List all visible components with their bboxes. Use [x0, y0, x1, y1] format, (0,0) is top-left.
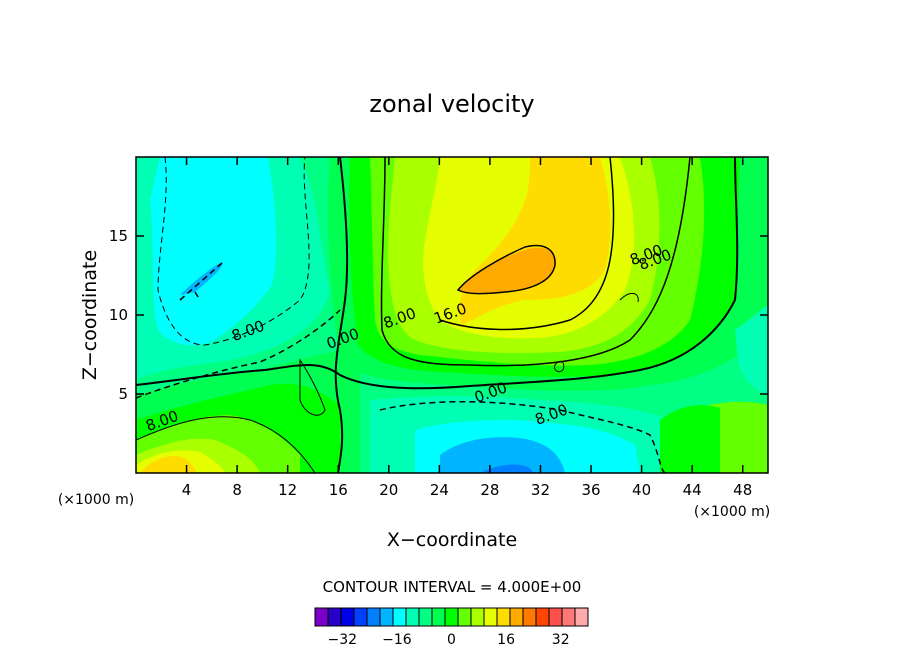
colorbar-swatch: [353, 607, 368, 627]
contour-lines: [136, 157, 739, 473]
colorbar-swatch: [509, 607, 524, 627]
y-tick-label: 15: [109, 227, 128, 245]
colorbar-swatch: [431, 607, 446, 627]
colorbar-tick-label: 0: [447, 632, 456, 648]
colorbar-swatch: [340, 607, 355, 627]
colorbar-swatch: [314, 607, 329, 627]
colorbar-swatch: [405, 607, 420, 627]
x-tick-label: 48: [733, 481, 752, 499]
x-axis-unit-left: (×1000 m): [58, 492, 134, 508]
colorbar-swatch: [457, 607, 472, 627]
x-tick-label: 4: [182, 481, 192, 499]
y-axis-label: Z−coordinate: [79, 250, 101, 380]
x-tick-label: 36: [581, 481, 600, 499]
y-axis: 5 10 15: [109, 227, 768, 403]
y-tick-label: 5: [118, 385, 128, 403]
contour-interval-label: CONTOUR INTERVAL = 4.000E+00: [323, 578, 582, 596]
x-tick-label: 44: [683, 481, 702, 499]
colorbar: −32 −16 0 16 32: [314, 607, 589, 648]
colorbar-swatch: [496, 607, 511, 627]
x-tick-label: 40: [632, 481, 651, 499]
colorbar-swatch: [574, 607, 589, 627]
x-tick-label: 12: [278, 481, 297, 499]
colorbar-swatch: [379, 607, 394, 627]
x-tick-label: 24: [430, 481, 449, 499]
x-tick-label: 32: [531, 481, 550, 499]
x-tick-label: 16: [329, 481, 348, 499]
colorbar-tick-label: 16: [497, 632, 515, 648]
x-axis: 4 8 12 16 20 24 28 32 36 40 44 48: [182, 157, 752, 499]
y-tick-label: 10: [109, 306, 128, 324]
x-tick-label: 28: [480, 481, 499, 499]
colorbar-swatch: [327, 607, 342, 627]
colorbar-swatch: [444, 607, 459, 627]
colorbar-swatch: [418, 607, 433, 627]
colorbar-tick-label: −16: [382, 632, 412, 648]
colorbar-swatch: [470, 607, 485, 627]
colorbar-tick-label: −32: [328, 632, 358, 648]
colorbar-swatch: [392, 607, 407, 627]
colorbar-swatch: [561, 607, 576, 627]
colorbar-tick-label: 32: [552, 632, 570, 648]
x-axis-unit-right: (×1000 m): [694, 504, 770, 520]
chart-title: zonal velocity: [369, 90, 534, 118]
colorbar-swatch: [483, 607, 498, 627]
x-tick-label: 20: [379, 481, 398, 499]
x-tick-label: 8: [232, 481, 242, 499]
colorbar-swatch: [548, 607, 563, 627]
colorbar-swatch: [522, 607, 537, 627]
colorbar-swatch: [366, 607, 381, 627]
colorbar-swatch: [535, 607, 550, 627]
x-axis-label: X−coordinate: [387, 529, 517, 551]
